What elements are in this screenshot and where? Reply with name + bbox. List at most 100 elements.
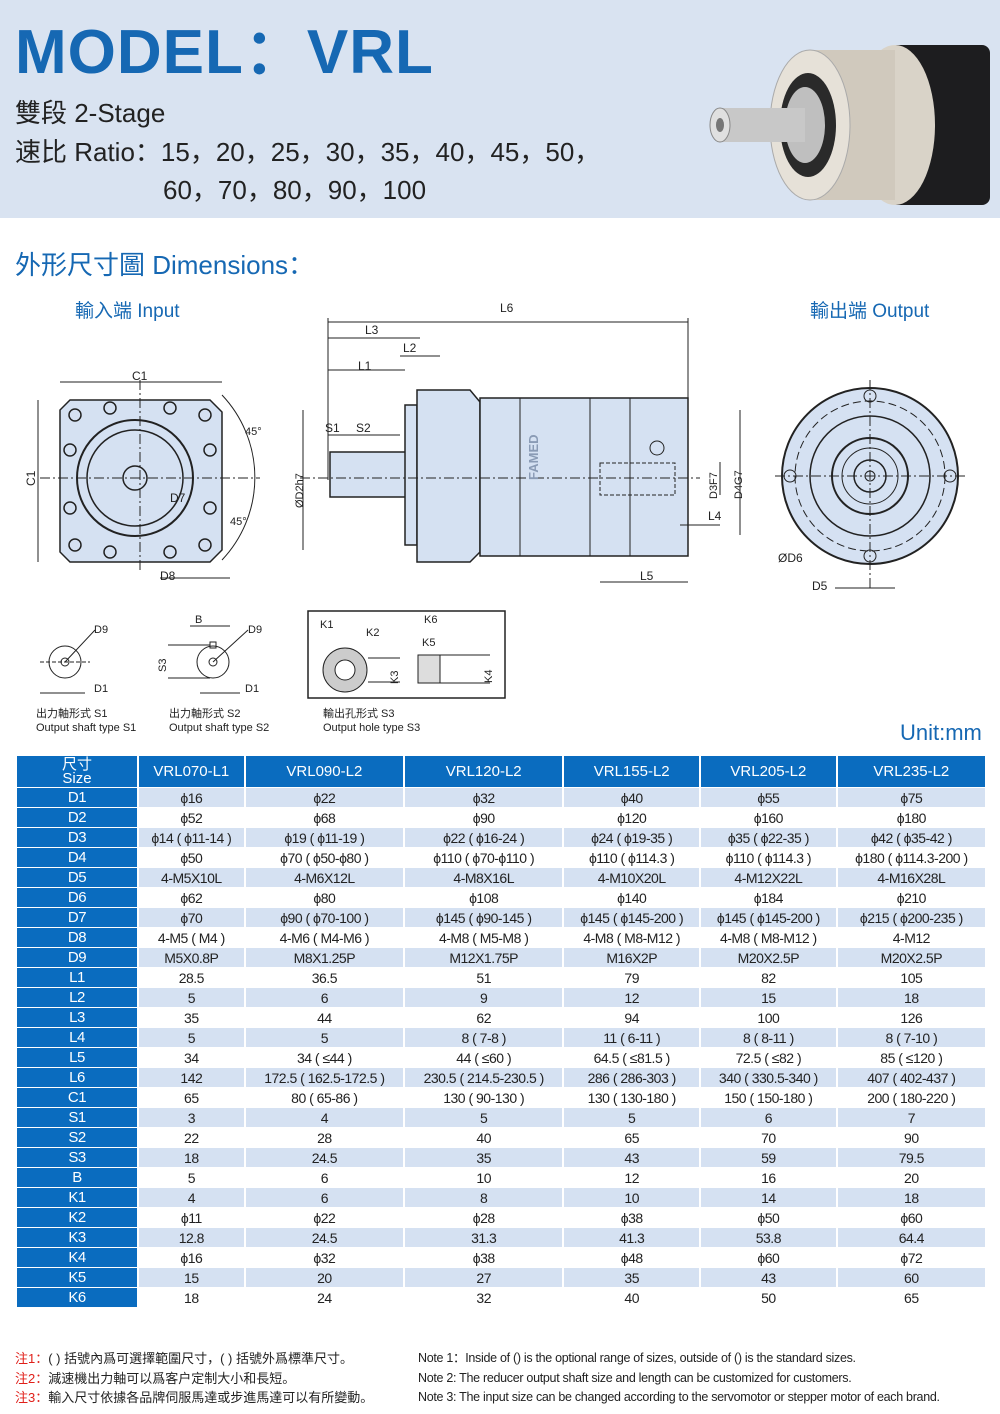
output-face-drawing [775,380,965,590]
table-cell: 230.5 ( 214.5-230.5 ) [405,1068,563,1087]
row-label: B [17,1168,137,1187]
notes-zh: 注1：( ) 括號內爲可選擇範圍尺寸，( ) 括號外爲標準尺寸。 注2：減速機出… [15,1349,373,1408]
corner-zh: 尺寸 [61,755,92,773]
table-row: B 5 6 10 12 16 20 [17,1168,985,1187]
table-cell: ϕ180 ( ϕ114.3-200 ) [837,848,985,867]
table-row: D9 M5X0.8P M8X1.25P M12X1.75P M16X2P M20X2.5P… [17,948,985,967]
table-cell: ϕ215 ( ϕ200-235 ) [837,908,985,927]
table-cell: 4-M16X28L [837,868,985,887]
model-header: VRL070-L1 [139,756,244,787]
table-cell: 4-M8 ( M5-M8 ) [405,928,563,947]
dimension-drawing: C1 C1 D7 45° 45° D8 FAMED L6 L3 L2 L1 S1… [24,301,965,699]
note-2-zh: 注2：減速機出力軸可以爲客户定制大小和長短。 [15,1369,373,1389]
table-cell: 50 [701,1288,836,1307]
table-cell: 35 [564,1268,700,1287]
table-row: D3 ϕ14 ( ϕ11-14 ) ϕ19 ( ϕ11-19 ) ϕ22 ( ϕ16-… [17,828,985,847]
label-s1-d1: D1 [94,683,108,695]
row-label: K5 [17,1268,137,1287]
model-header: VRL155-L2 [564,756,700,787]
caption-s2: 出力軸形式 S2 Output shaft type S2 [169,707,269,735]
table-row: K3 12.8 24.5 31.3 41.3 53.8 64.4 [17,1228,985,1247]
table-cell: ϕ90 [405,808,563,827]
table-cell: ϕ80 [245,888,404,907]
corner-header: 尺寸 Size [17,756,137,787]
table-cell: 4-M6 ( M4-M6 ) [245,928,404,947]
caption-s1-en: Output shaft type S1 [36,722,137,734]
unit-label: Unit:mm [900,720,982,745]
table-cell: 35 [139,1008,244,1027]
table-cell: ϕ90 ( ϕ70-100 ) [245,908,404,927]
table-cell: 35 [405,1148,563,1167]
table-cell: 7 [837,1108,985,1127]
table-cell: 6 [245,1168,404,1187]
table-cell: ϕ110 ( ϕ70-ϕ110 ) [405,848,563,867]
table-cell: 8 ( 7-8 ) [405,1028,563,1047]
table-cell: 105 [837,968,985,987]
caption-s3-en: Output hole type S3 [323,722,421,734]
table-cell: 142 [139,1068,244,1087]
table-cell: 65 [564,1128,700,1147]
row-label: L2 [17,988,137,1007]
table-cell: 4-M12 [837,928,985,947]
table-cell: 15 [701,988,836,1007]
label-l4: L4 [708,509,722,523]
table-row: S3 18 24.5 35 43 59 79.5 [17,1148,985,1167]
table-cell: ϕ50 [139,848,244,867]
label-l6: L6 [500,301,514,315]
product-photo [709,45,990,205]
table-cell: ϕ16 [139,1248,244,1267]
table-cell: 59 [701,1148,836,1167]
table-row: D1 ϕ16 ϕ22 ϕ32 ϕ40 ϕ55 ϕ75 [17,788,985,807]
table-cell: ϕ60 [701,1248,836,1267]
table-cell: 4-M8 ( M8-M12 ) [701,928,836,947]
table-cell: 40 [564,1288,700,1307]
table-cell: 5 [564,1108,700,1127]
row-label: L1 [17,968,137,987]
table-cell: ϕ70 ( ϕ50-ϕ80 ) [245,848,404,867]
table-cell: ϕ11 [139,1208,244,1227]
table-row: D4 ϕ50 ϕ70 ( ϕ50-ϕ80 ) ϕ110 ( ϕ70-ϕ110 ) ϕ11… [17,848,985,867]
table-cell: 150 ( 150-180 ) [701,1088,836,1107]
label-k2: K2 [366,627,379,639]
table-cell: ϕ60 [837,1208,985,1227]
label-k4: K4 [483,670,495,683]
table-cell: 85 ( ≤120 ) [837,1048,985,1067]
table-cell: 14 [701,1188,836,1207]
table-row: L6 142 172.5 ( 162.5-172.5 ) 230.5 ( 214.5-… [17,1068,985,1087]
table-cell: 4-M8X16L [405,868,563,887]
table-cell: 9 [405,988,563,1007]
table-cell: 28.5 [139,968,244,987]
table-cell: M12X1.75P [405,948,563,967]
table-cell: 94 [564,1008,700,1027]
table-cell: 130 ( 90-130 ) [405,1088,563,1107]
table-cell: 36.5 [245,968,404,987]
table-cell: 44 ( ≤60 ) [405,1048,563,1067]
table-cell: 3 [139,1108,244,1127]
caption-s2-en: Output shaft type S2 [169,722,270,734]
row-label: K1 [17,1188,137,1207]
table-cell: 6 [245,1188,404,1207]
stage-text: 雙段 2-Stage [15,98,166,128]
row-label: C1 [17,1088,137,1107]
row-label: D5 [17,868,137,887]
table-cell: 41.3 [564,1228,700,1247]
row-label: D6 [17,888,137,907]
label-s1-d9: D9 [94,624,108,636]
table-cell: 32 [405,1288,563,1307]
table-cell: ϕ22 [245,1208,404,1227]
table-cell: ϕ19 ( ϕ11-19 ) [245,828,404,847]
label-k6: K6 [424,614,437,626]
row-label: D4 [17,848,137,867]
table-cell: 12 [564,988,700,1007]
table-cell: 18 [139,1148,244,1167]
table-cell: 4-M5X10L [139,868,244,887]
label-d6: ØD6 [778,551,803,565]
note-2-zh-text: 減速機出力軸可以爲客户定制大小和長短。 [48,1370,296,1386]
label-d2: ØD2h7 [294,473,306,508]
table-cell: ϕ52 [139,808,244,827]
table-row: K2 ϕ11 ϕ22 ϕ28 ϕ38 ϕ50 ϕ60 [17,1208,985,1227]
table-cell: ϕ38 [405,1248,563,1267]
corner-en: Size [62,769,92,787]
table-cell: 22 [139,1128,244,1147]
table-cell: 340 ( 330.5-340 ) [701,1068,836,1087]
